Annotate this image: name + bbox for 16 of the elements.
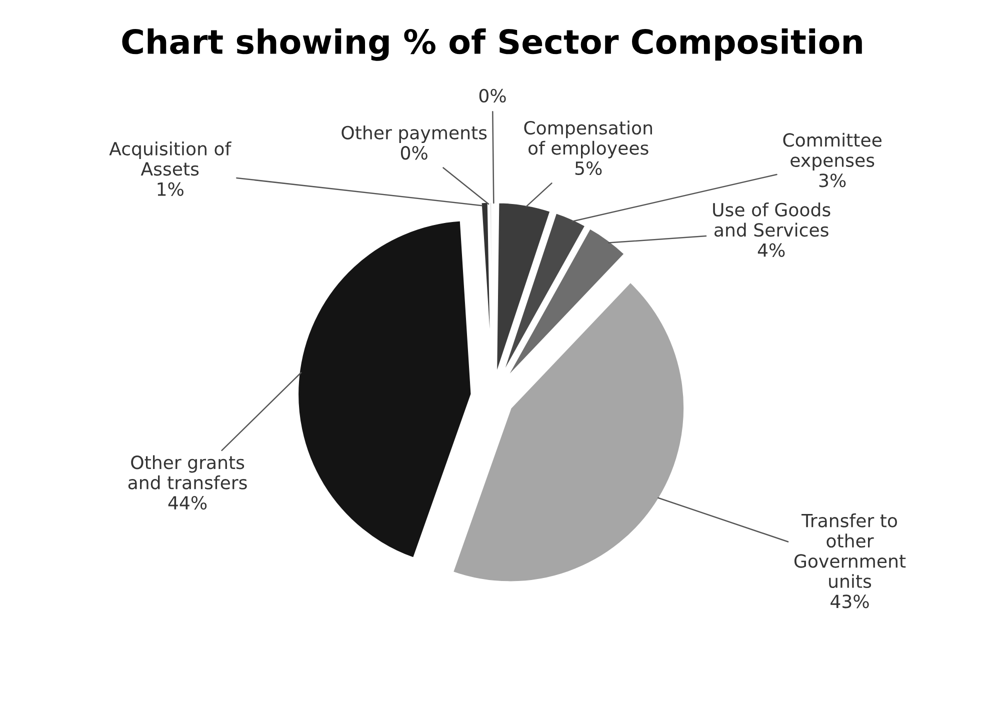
data-label: 0% <box>479 88 506 103</box>
slice-label: Other grants and transfers <box>128 455 247 490</box>
chart-title: Chart showing % of Sector Composition <box>122 28 862 61</box>
data-label: 4% <box>758 243 785 257</box>
data-label: 3% <box>819 174 846 188</box>
data-label: 1% <box>158 182 184 196</box>
slice-label: Compensation of employees <box>524 120 652 158</box>
data-label: 0% <box>400 146 428 160</box>
slice-label: Acquisition of Assets <box>109 142 232 176</box>
slice-label: Transfer to other Government units <box>794 513 906 588</box>
slice-label: Use of Goods and Services <box>713 202 830 237</box>
data-label: 44% <box>168 496 207 510</box>
slice-label: Committee expenses <box>783 132 882 171</box>
slice-label: Other payments <box>342 126 487 143</box>
data-label: 5% <box>575 161 602 176</box>
data-label: 43% <box>830 594 869 608</box>
